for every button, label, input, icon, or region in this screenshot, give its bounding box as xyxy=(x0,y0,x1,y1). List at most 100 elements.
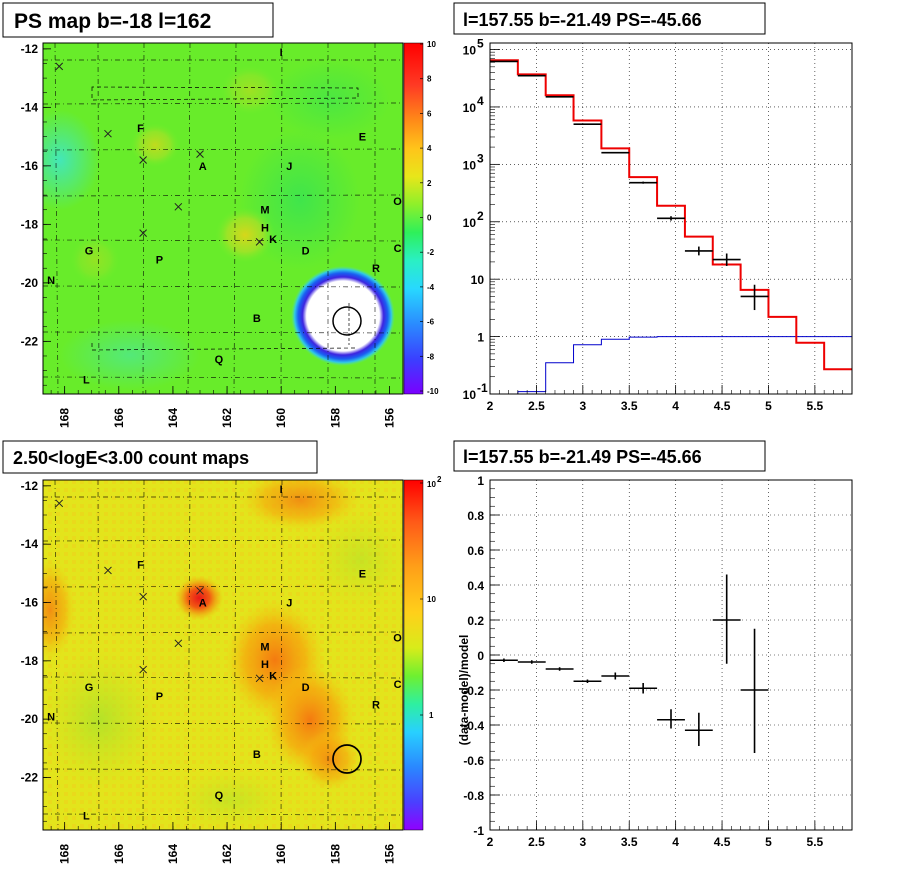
ps-map-colorbar-tick-label: -2 xyxy=(427,248,435,257)
count-map-y-tick-label: -14 xyxy=(21,537,39,551)
spectrum-y-tick-label: 10 xyxy=(463,158,477,172)
spectrum-background-model-step xyxy=(517,336,852,394)
count-map-source-label-p: P xyxy=(156,691,163,703)
residual-y-tick-label: 0.4 xyxy=(467,579,484,593)
ps-map-y-tick-label: -14 xyxy=(21,100,39,114)
ps-map-x-tick-label: 160 xyxy=(274,408,288,428)
ps-map-colorbar-tick-label: -8 xyxy=(427,352,435,361)
count-map-cross-marker xyxy=(139,592,148,601)
residual-axes: 2 2.5 3 3.5 4 4.5 5 5.5 1 0.8 0.6 0.4 0.2 0 -0.2 -0.4 -0… xyxy=(463,474,853,849)
residual-y-tick-label: -0.2 xyxy=(463,684,484,698)
spectrum-x-tick-label: 5.5 xyxy=(807,399,824,413)
spectrum-title: l=157.55 b=-21.49 PS=-45.66 xyxy=(463,10,702,30)
ps-map-y-ticks: -12 -14 -16 -18 -20 -22 xyxy=(21,42,51,386)
residual-y-tick-label: -0.6 xyxy=(463,754,484,768)
count-map-x-tick-label: 156 xyxy=(382,844,396,864)
ps-map-colorbar-tick-label: 4 xyxy=(427,144,432,153)
spectrum-y-tick-label: 10 xyxy=(463,388,477,402)
ps-map-source-label-e: E xyxy=(359,132,366,144)
residual-y-tick-label: -0.4 xyxy=(463,719,484,733)
residual-x-tick-label: 4.5 xyxy=(714,835,731,849)
count-map-colorbar-tick-10: 10 xyxy=(427,595,436,604)
count-map-y-tick-label: -22 xyxy=(21,771,39,785)
residual-y-tick-label: 0.2 xyxy=(467,614,484,628)
ps-map-y-tick-label: -20 xyxy=(21,276,39,290)
residual-plot-area xyxy=(490,574,769,753)
spectrum-y-tick-exponent: -1 xyxy=(477,381,488,395)
count-map-y-ticks: -12 -14 -16 -18 -20 -22 xyxy=(21,479,51,822)
count-map-source-label-b: B xyxy=(253,749,261,761)
ps-map-source-label-f: F xyxy=(137,123,144,135)
count-map-cross-marker xyxy=(104,566,112,575)
spectrum-y-tick-exponent: 5 xyxy=(477,37,484,51)
count-map-x-tick-label: 168 xyxy=(58,844,72,864)
count-map-marked-position xyxy=(332,744,362,774)
ps-map-panel: PS map b=-18 l=162 xyxy=(2,2,439,428)
count-map-source-label-j: J xyxy=(286,598,292,610)
count-map-x-tick-label: 158 xyxy=(328,844,342,864)
ps-map-x-tick-label: 162 xyxy=(220,408,234,428)
residual-y-tick-label: -1 xyxy=(473,824,484,838)
ps-map-source-label-i: I xyxy=(280,47,283,59)
spectrum-plot-area xyxy=(490,59,852,394)
spectrum-y-tick-exponent: 2 xyxy=(477,209,484,223)
residual-y-tick-label: 0 xyxy=(477,649,484,663)
ps-map-y-tick-label: -22 xyxy=(21,334,39,348)
count-map-y-tick-label: -12 xyxy=(21,479,39,493)
ps-map-cross-marker xyxy=(174,202,183,211)
spectrum-total-model-step xyxy=(490,59,852,371)
spectrum-x-tick-label: 4.5 xyxy=(714,399,731,413)
count-map-source-label-o: O xyxy=(393,633,402,645)
ps-map-source-label-n: N xyxy=(47,275,55,287)
count-map-source-label-d: D xyxy=(302,682,310,694)
ps-map-colorbar-tick-label: 2 xyxy=(427,179,432,188)
residual-x-tick-label: 2.5 xyxy=(528,835,545,849)
spectrum-y-tick-exponent: 3 xyxy=(477,151,484,165)
spectrum-x-tick-label: 4 xyxy=(672,399,679,413)
ps-map-source-label-a: A xyxy=(199,161,207,173)
count-map-source-label-m: M xyxy=(260,641,269,653)
spectrum-x-tick-label: 3 xyxy=(579,399,586,413)
count-map-source-label-l: L xyxy=(83,810,90,822)
spectrum-x-tick-label: 3.5 xyxy=(621,399,638,413)
ps-map-colorbar-tick-label: 8 xyxy=(427,75,432,84)
ps-map-x-tick-label: 156 xyxy=(382,408,396,428)
count-map-source-label-h: H xyxy=(261,659,269,671)
ps-map-sources: I F E A J MHK D G P N R O C B Q L xyxy=(47,47,402,387)
ps-map-colorbar xyxy=(403,42,424,395)
ps-map-title-box xyxy=(2,2,274,38)
count-map-cross-marker xyxy=(55,499,64,508)
residual-x-tick-label: 5.5 xyxy=(807,835,824,849)
residual-x-tick-label: 5 xyxy=(765,835,772,849)
ps-map-source-label-g: G xyxy=(85,246,94,258)
count-map-colorbar-tick-100: 10 xyxy=(427,480,436,489)
spectrum-x-tick-label: 2.5 xyxy=(528,399,545,413)
spectrum-y-tick-label: 10 xyxy=(463,216,477,230)
count-map-cross-marker xyxy=(255,674,264,683)
spectrum-x-tick-label: 2 xyxy=(487,399,494,413)
ps-map-colorbar-tick-label: -4 xyxy=(427,283,435,292)
ps-map-title: PS map b=-18 l=162 xyxy=(14,10,211,33)
ps-map-colorbar-tick-label: 10 xyxy=(427,40,436,49)
count-map-colorbar-tick-100-exp: 2 xyxy=(437,475,442,484)
ps-map-y-tick-label: -16 xyxy=(21,159,39,173)
ps-map-source-label-h: H xyxy=(261,222,269,234)
ps-map-colorbar-tick-label: 0 xyxy=(427,214,432,223)
count-map-title: 2.50<logE<3.00 count maps xyxy=(13,448,249,468)
residual-y-axis-label: (data-model)/model xyxy=(457,635,471,746)
ps-map-x-ticks: 168 166 164 162 160 158 156 xyxy=(50,386,404,428)
count-map-title-box xyxy=(2,440,318,474)
count-map-panel: 2.50<logE<3.00 count maps xyxy=(2,440,442,864)
count-map-source-label-e: E xyxy=(359,568,366,580)
residual-grid xyxy=(490,480,852,830)
ps-map-cross-marker xyxy=(255,238,264,246)
ps-map-source-label-d: D xyxy=(302,246,310,258)
count-map-source-label-g: G xyxy=(85,682,94,694)
count-map-source-label-k: K xyxy=(269,670,277,682)
ps-map-x-tick-label: 166 xyxy=(112,408,126,428)
ps-map-source-label-o: O xyxy=(393,196,402,208)
ps-map-cross-marker xyxy=(139,156,148,164)
ps-map-source-label-c: C xyxy=(394,243,402,255)
